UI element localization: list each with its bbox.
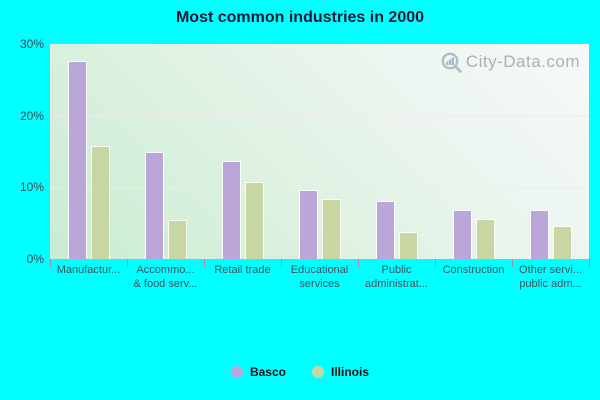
x-axis-tick <box>589 259 590 267</box>
category-label: Retail trade <box>196 263 289 277</box>
magnifier-chart-icon <box>441 52 462 73</box>
bar-illinois-6 <box>552 226 572 259</box>
y-tick-label: 0% <box>26 252 44 266</box>
y-tick-label: 20% <box>19 108 44 123</box>
bar-illinois-5 <box>475 218 495 259</box>
bar-basco-5 <box>452 210 472 259</box>
legend-label: Illinois <box>331 365 370 379</box>
category-label: Construction <box>427 263 520 277</box>
category-label: Public administrat... <box>350 263 443 291</box>
x-axis-tick <box>50 259 51 267</box>
bar-basco-3 <box>298 190 318 259</box>
y-tick-label: 30% <box>19 37 44 51</box>
chart-title: Most common industries in 2000 <box>175 9 425 26</box>
watermark: City-Data.com <box>440 51 580 73</box>
category-label: Manufactur... <box>42 263 135 277</box>
category-label: Accommo... & food serv... <box>119 263 212 291</box>
category-label-line: Manufactur... <box>56 264 121 276</box>
bar-basco-1 <box>144 151 164 259</box>
x-axis-tick <box>127 259 128 267</box>
bar-basco-2 <box>221 160 241 259</box>
category-label-line: Accommo... <box>136 264 195 276</box>
x-axis-tick <box>358 259 359 267</box>
plot-area: City-Data.com <box>50 44 589 259</box>
bar-basco-0 <box>67 61 87 259</box>
watermark-text: City-Data.com <box>465 52 580 71</box>
y-tick-label: 10% <box>19 180 44 195</box>
bar-basco-6 <box>529 210 549 259</box>
category-label-line: Public <box>381 264 412 276</box>
x-axis-tick <box>435 259 436 267</box>
category-label-line: Retail trade <box>214 264 271 276</box>
x-axis-tick <box>512 259 513 267</box>
x-axis-tick <box>281 259 282 267</box>
bar-basco-4 <box>375 200 395 259</box>
category-label-line: public adm... <box>519 278 582 290</box>
category-label-line: & food serv... <box>133 278 198 290</box>
category-label-line: Construction <box>442 264 505 276</box>
legend-label: Basco <box>249 365 286 379</box>
bar-illinois-3 <box>321 198 341 259</box>
legend-marker-basco <box>230 366 243 378</box>
category-label-line: administrat... <box>365 278 428 290</box>
gridline <box>50 115 589 117</box>
gridline <box>50 187 589 189</box>
category-label: Educational services <box>273 263 366 291</box>
legend-item-basco: Basco <box>230 365 286 379</box>
bar-illinois-0 <box>90 145 110 259</box>
category-label-line: Other servi... <box>519 264 582 276</box>
x-axis-tick <box>204 259 205 267</box>
category-label-line: services <box>299 278 340 290</box>
bar-illinois-2 <box>244 181 264 259</box>
legend-item-illinois: Illinois <box>312 365 369 379</box>
legend: Basco Illinois <box>0 365 600 379</box>
bar-illinois-1 <box>167 220 187 259</box>
category-label-line: Educational <box>290 264 349 276</box>
legend-marker-illinois <box>312 366 324 378</box>
category-label: Other servi... public adm... <box>504 263 597 291</box>
bar-illinois-4 <box>398 231 418 259</box>
